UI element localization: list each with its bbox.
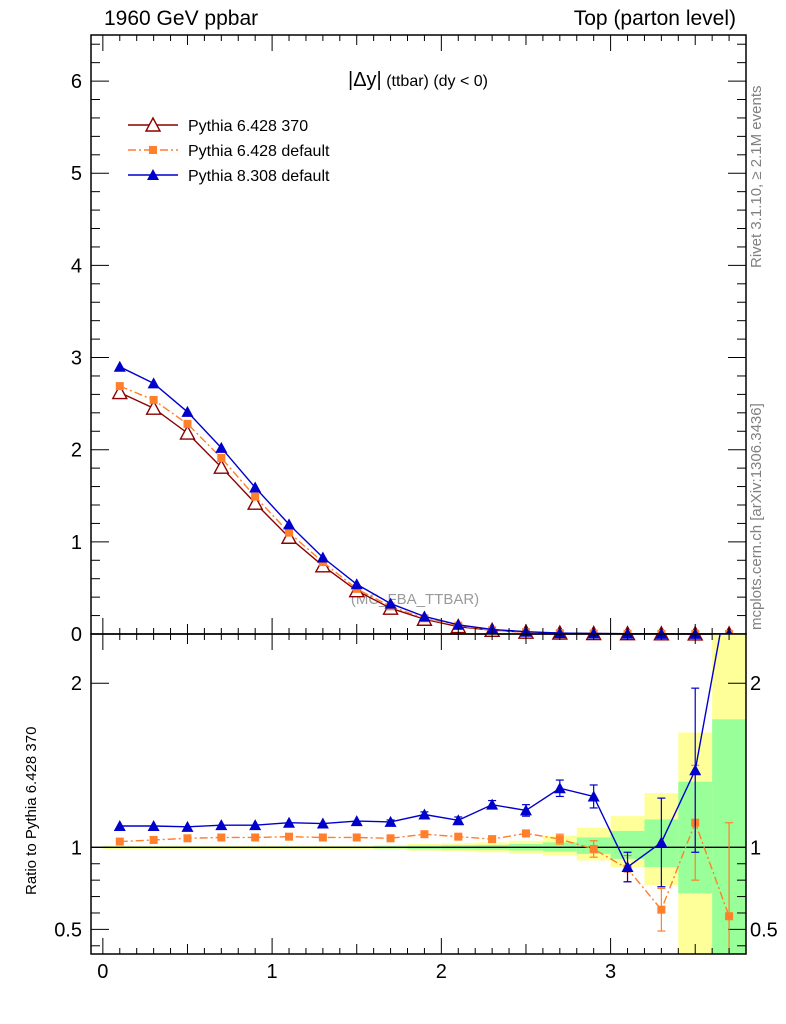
x-tick-label: 3 <box>605 961 616 983</box>
data-point <box>183 834 192 843</box>
data-point <box>149 395 158 404</box>
data-point <box>519 804 532 816</box>
data-point <box>283 816 296 828</box>
data-point <box>215 441 228 453</box>
x-tick-label: 0 <box>97 961 108 983</box>
x-ticks: 0 1 2 3 <box>97 35 747 983</box>
data-point <box>280 528 298 544</box>
data-point <box>553 782 566 794</box>
y-tick-label: 6 <box>71 71 82 93</box>
ratio-series-1 <box>115 764 734 954</box>
y-tick-label: 1 <box>71 532 82 554</box>
y-tick-label: 2 <box>71 440 82 462</box>
ratio-y-label: Ratio to Pythia 6.428 370 <box>23 727 40 895</box>
data-point <box>181 820 194 832</box>
data-point <box>316 817 329 829</box>
data-point <box>283 518 296 530</box>
data-point <box>111 384 128 400</box>
data-point <box>149 835 158 844</box>
data-point <box>488 835 497 844</box>
legend-label: Pythia 6.428 default <box>188 143 330 160</box>
header-right: Top (parton level) <box>573 7 736 30</box>
data-point <box>350 578 363 590</box>
data-point <box>181 405 194 417</box>
data-point <box>316 551 329 563</box>
ratio-tick-label: 2 <box>71 673 82 695</box>
data-point <box>249 819 262 831</box>
watermark: (MC_FBA_TTBAR) <box>351 591 479 608</box>
data-point <box>486 798 499 810</box>
ratio-bands <box>102 634 746 954</box>
data-point <box>145 399 162 415</box>
plot-title: |Δy| (ttbar) (dy < 0) <box>348 69 488 91</box>
data-point <box>115 837 124 846</box>
data-point <box>247 494 264 510</box>
data-point <box>350 815 363 827</box>
data-point <box>251 492 260 501</box>
data-point <box>418 808 431 820</box>
ratio-frame <box>90 633 747 955</box>
main-panel: 0 1 2 3 4 5 6 |Δy| (ttbar) (dy < 0) (MC_FBA_TTBA… <box>71 34 747 646</box>
ratio-tick-label-right: 0.5 <box>750 919 778 941</box>
data-point <box>285 528 294 537</box>
ratio-tick-label-right: 1 <box>750 837 761 859</box>
data-point <box>454 832 463 841</box>
data-point <box>452 814 465 826</box>
data-point <box>384 815 397 827</box>
data-point <box>285 832 294 841</box>
data-point <box>147 820 160 831</box>
data-point <box>113 820 126 831</box>
x-tick-label: 2 <box>436 961 447 983</box>
data-point <box>144 116 162 132</box>
data-point <box>215 819 228 831</box>
data-point <box>725 912 734 921</box>
header-left: 1960 GeV ppbar <box>104 7 259 30</box>
data-point <box>217 833 226 842</box>
data-point <box>655 836 668 848</box>
data-point <box>384 597 397 609</box>
data-point <box>113 360 126 372</box>
data-point <box>149 146 157 154</box>
data-point <box>213 458 230 474</box>
data-point <box>249 481 262 493</box>
x-tick-label: 1 <box>267 961 278 983</box>
y-tick-label: 0 <box>71 624 82 646</box>
legend-label: Pythia 8.308 default <box>188 168 330 185</box>
ratio-panel: 0.5 0.5 1 1 2 2 Ratio to Pythia 6.428 370 <box>23 579 778 955</box>
data-point <box>418 610 431 622</box>
data-point <box>183 419 192 428</box>
data-point <box>555 835 564 844</box>
data-point <box>452 618 465 630</box>
data-point <box>147 169 159 180</box>
data-point <box>723 579 735 590</box>
data-point <box>251 833 260 842</box>
ratio-series <box>113 579 735 954</box>
data-point <box>352 833 361 842</box>
data-point <box>179 424 196 440</box>
data-point <box>386 834 395 843</box>
y-tick-label: 4 <box>71 255 82 277</box>
data-point <box>521 829 530 838</box>
data-point <box>147 377 160 389</box>
data-point <box>657 905 666 914</box>
y-tick-label: 5 <box>71 163 82 185</box>
legend: Pythia 6.428 370 Pythia 6.428 default Pyth… <box>128 116 330 185</box>
data-point <box>589 844 598 853</box>
data-point <box>689 764 702 776</box>
data-point <box>587 790 600 802</box>
ratio-tick-label: 1 <box>71 837 82 859</box>
ratio-tick-label-right: 2 <box>750 673 761 695</box>
data-point <box>318 833 327 842</box>
data-point <box>420 830 429 839</box>
data-point <box>115 382 124 391</box>
ratio-tick-label: 0.5 <box>54 919 82 941</box>
legend-label: Pythia 6.428 370 <box>188 118 308 135</box>
data-point <box>217 453 226 462</box>
y-tick-label: 3 <box>71 348 82 370</box>
ratio-series-2 <box>113 579 735 888</box>
data-point <box>621 861 634 873</box>
